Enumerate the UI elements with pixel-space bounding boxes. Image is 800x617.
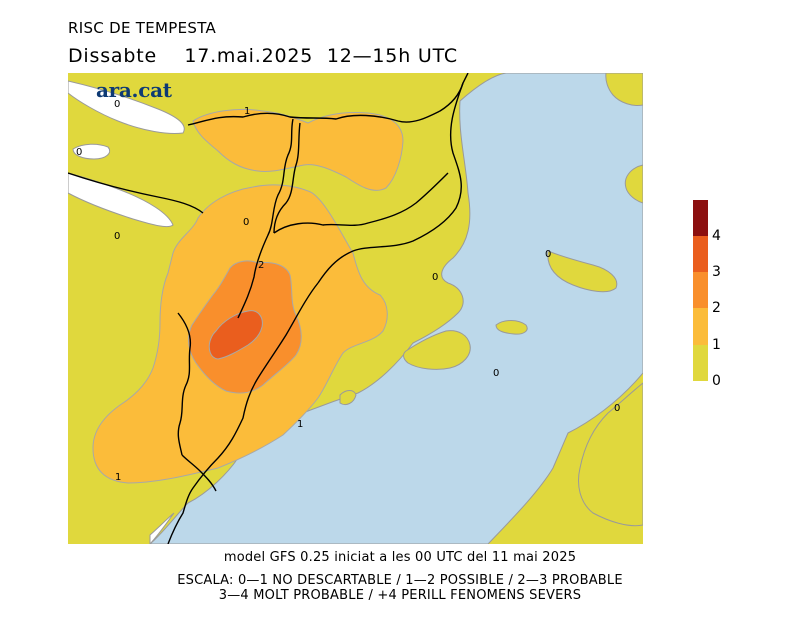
legend-swatch-level-3 <box>693 236 708 272</box>
island-mallorca <box>403 330 471 370</box>
storm-risk-map: 0 0 0 0 0 0 0 0 1 1 1 2 <box>68 73 643 544</box>
legend-swatch-level-2 <box>693 272 708 308</box>
chart-title: RISC DE TEMPESTA <box>68 19 217 37</box>
forecast-time: Dissabte 17.mai.2025 12—15h UTC <box>68 45 458 67</box>
snow-patch-5 <box>149 512 175 544</box>
border-france-spain <box>187 73 469 126</box>
island-menorca <box>495 320 528 335</box>
ara-cat-logo: ara.cat <box>96 78 172 102</box>
legend-swatch-level-4 <box>693 200 708 236</box>
model-info: model GFS 0.25 iniciat a les 00 UTC del … <box>223 550 577 565</box>
contour-label-2: 2 <box>258 260 264 271</box>
contour-label-0-d: 0 <box>243 217 249 228</box>
contour-label-1-c: 1 <box>115 472 121 483</box>
risk-area-level-3 <box>208 310 263 360</box>
border-coast-south <box>167 282 319 544</box>
legend-swatch-level-0 <box>693 345 708 381</box>
contour-label-0-b: 0 <box>76 147 82 158</box>
legend-label-1: 1 <box>712 337 721 353</box>
island-ibiza <box>339 390 357 406</box>
border-coast-east <box>317 82 464 284</box>
snow-patch-1 <box>68 80 185 134</box>
snow-patch-3 <box>72 143 111 160</box>
contour-label-1-a: 1 <box>244 106 250 117</box>
contour-label-0-e: 0 <box>432 272 438 283</box>
coast-italy <box>547 250 618 293</box>
scale-description-line-2: 3—4 MOLT PROBABLE / +4 PERILL FENOMENS S… <box>218 588 582 603</box>
forecast-day: Dissabte <box>68 45 157 67</box>
border-internal-1 <box>237 118 294 319</box>
legend-label-3: 3 <box>712 264 721 280</box>
legend-label-0: 0 <box>712 373 721 389</box>
contour-label-0-a: 0 <box>114 99 120 110</box>
border-internal-2 <box>273 122 301 234</box>
contour-label-0-h: 0 <box>614 403 620 414</box>
legend-label-2: 2 <box>712 300 721 316</box>
forecast-date: 17.mai.2025 <box>184 45 314 67</box>
risk-legend-colorbar <box>693 200 708 381</box>
border-portugal-spain <box>177 312 192 456</box>
border-north-spain <box>68 172 204 214</box>
contour-label-0-g: 0 <box>493 368 499 379</box>
contour-label-0-f: 0 <box>545 249 551 260</box>
contour-label-1-b: 1 <box>297 419 303 430</box>
legend-label-4: 4 <box>712 228 721 244</box>
scale-description-line-1: ESCALA: 0—1 NO DESCARTABLE / 1—2 POSSIBL… <box>177 573 623 588</box>
legend-swatch-level-1 <box>693 308 708 345</box>
contour-label-0-c: 0 <box>114 231 120 242</box>
forecast-hours: 12—15h UTC <box>326 45 458 67</box>
island-sardinia <box>578 382 643 527</box>
island-corsica <box>624 164 643 204</box>
coast-northeast <box>605 73 643 106</box>
country-borders <box>68 73 469 544</box>
border-catalonia <box>273 172 449 234</box>
border-west <box>181 454 217 492</box>
